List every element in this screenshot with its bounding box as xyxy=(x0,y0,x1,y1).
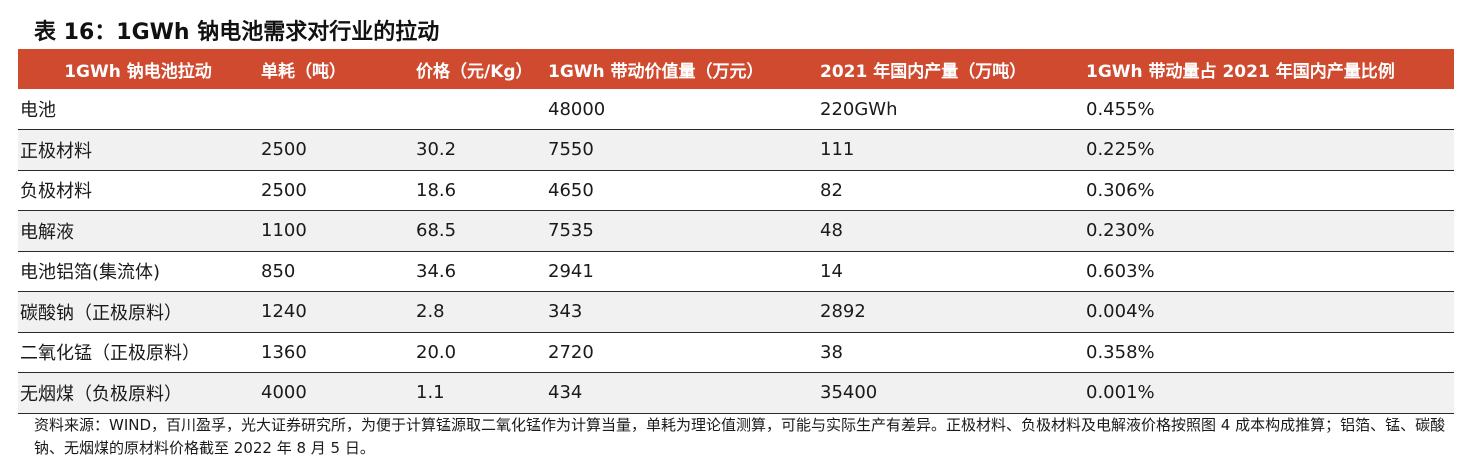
table-row: 无烟煤（负极原料） 4000 1.1 434 35400 0.001% xyxy=(18,372,1454,413)
table-header-row: 1GWh 钠电池拉动 单耗（吨） 价格（元/Kg） 1GWh 带动价值量（万元）… xyxy=(18,49,1454,89)
table-cell: 14 xyxy=(820,260,843,282)
table-cell: 正极材料 xyxy=(20,140,92,162)
table-cell: 0.230% xyxy=(1086,220,1155,242)
table-cell: 负极材料 xyxy=(20,181,92,203)
table-cell: 0.004% xyxy=(1086,301,1155,323)
table-cell: 电解液 xyxy=(20,221,74,243)
table-cell: 434 xyxy=(548,382,583,404)
table-cell: 34.6 xyxy=(416,260,457,282)
table-cell: 38 xyxy=(820,341,843,363)
column-header: 单耗（吨） xyxy=(261,61,346,82)
table-cell: 82 xyxy=(820,179,843,201)
data-table: 1GWh 钠电池拉动 单耗（吨） 价格（元/Kg） 1GWh 带动价值量（万元）… xyxy=(18,49,1454,414)
table-row: 负极材料 2500 18.6 4650 82 0.306% xyxy=(18,170,1454,211)
table-cell: 2941 xyxy=(548,260,594,282)
table-row: 碳酸钠（正极原料） 1240 2.8 343 2892 0.004% xyxy=(18,291,1454,332)
table-cell: 二氧化锰（正极原料） xyxy=(20,343,200,365)
table-cell: 0.603% xyxy=(1086,260,1155,282)
table-cell xyxy=(258,89,413,130)
table-cell: 2500 xyxy=(261,139,307,161)
table-title: 表 16：1GWh 钠电池需求对行业的拉动 xyxy=(34,20,440,45)
table-cell: 1.1 xyxy=(416,382,445,404)
table-cell: 1360 xyxy=(261,341,307,363)
table-cell: 碳酸钠（正极原料） xyxy=(20,302,182,324)
table-cell: 2892 xyxy=(820,301,866,323)
table-cell: 343 xyxy=(548,301,583,323)
table-cell: 850 xyxy=(261,260,296,282)
table-cell: 7535 xyxy=(548,220,594,242)
table-cell: 1100 xyxy=(261,220,307,242)
source-footnote: 资料来源：WIND，百川盈孚，光大证券研究所，为便于计算锰源取二氧化锰作为计算当… xyxy=(34,416,1446,457)
table-cell: 48 xyxy=(820,220,843,242)
table-cell: 48000 xyxy=(548,98,606,120)
table-cell: 7550 xyxy=(548,139,594,161)
column-header: 价格（元/Kg） xyxy=(416,61,533,82)
column-header: 1GWh 带动量占 2021 年国内产量比例 xyxy=(1086,61,1395,82)
column-header: 1GWh 带动价值量（万元） xyxy=(548,61,764,82)
table-row: 电解液 1100 68.5 7535 48 0.230% xyxy=(18,210,1454,251)
table-cell: 111 xyxy=(820,139,855,161)
table-cell: 0.358% xyxy=(1086,341,1155,363)
table-cell: 0.306% xyxy=(1086,179,1155,201)
table-cell: 电池 xyxy=(20,100,56,121)
table-row: 电池 48000 220GWh 0.455% xyxy=(18,89,1454,130)
table-cell xyxy=(413,89,545,130)
table-cell: 0.455% xyxy=(1086,98,1155,120)
table-cell: 2720 xyxy=(548,341,594,363)
table-cell: 68.5 xyxy=(416,220,457,242)
table-cell: 1240 xyxy=(261,301,307,323)
table-cell: 4000 xyxy=(261,382,307,404)
table-cell: 35400 xyxy=(820,382,878,404)
table-cell: 30.2 xyxy=(416,139,457,161)
table-cell: 18.6 xyxy=(416,179,457,201)
column-header: 1GWh 钠电池拉动 xyxy=(64,61,212,82)
table-row: 二氧化锰（正极原料） 1360 20.0 2720 38 0.358% xyxy=(18,332,1454,373)
table-cell: 0.225% xyxy=(1086,139,1155,161)
table-cell: 0.001% xyxy=(1086,382,1155,404)
column-header: 2021 年国内产量（万吨） xyxy=(820,61,1027,82)
table-cell: 无烟煤（负极原料） xyxy=(20,383,182,405)
table-cell: 220GWh xyxy=(820,98,898,120)
table-row: 正极材料 2500 30.2 7550 111 0.225% xyxy=(18,129,1454,170)
table-cell: 20.0 xyxy=(416,341,457,363)
table-cell: 2500 xyxy=(261,179,307,201)
table-row: 电池铝箔(集流体) 850 34.6 2941 14 0.603% xyxy=(18,251,1454,292)
table-cell: 电池铝箔(集流体) xyxy=(20,262,161,284)
table-cell: 4650 xyxy=(548,179,594,201)
table-cell: 2.8 xyxy=(416,301,445,323)
